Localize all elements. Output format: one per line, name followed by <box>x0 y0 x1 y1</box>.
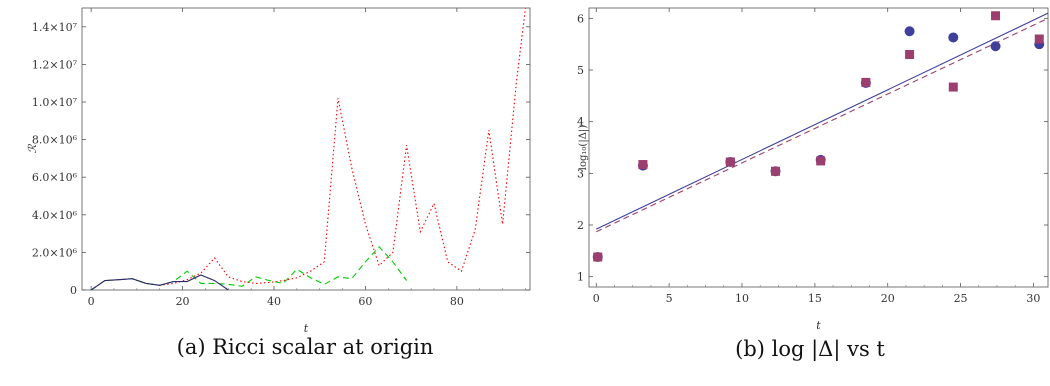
x-tick-label: 15 <box>808 292 822 305</box>
data-point-square <box>991 11 1001 21</box>
x-tick-label: 20 <box>881 292 895 305</box>
data-point-square <box>638 160 648 170</box>
y-tick-label: 8.0×10⁶ <box>32 134 78 147</box>
x-tick-label: 60 <box>358 295 372 308</box>
x-tick-label: 0 <box>88 295 95 308</box>
data-point-square <box>948 82 958 92</box>
data-point-square <box>771 166 781 176</box>
y-tick-label: 6.0×10⁶ <box>32 171 78 184</box>
x-tick-label: 0 <box>593 292 600 305</box>
figure-caption: (b) log |Δ| vs t <box>735 337 885 362</box>
y-tick-label: 2.0×10⁶ <box>32 246 78 259</box>
x-axis-label: t <box>816 319 821 332</box>
y-tick-label: 6 <box>577 12 584 25</box>
y-tick-label: 3 <box>577 167 584 180</box>
y-tick-label: 1.2×10⁷ <box>32 58 78 71</box>
y-tick-label: 1.4×10⁷ <box>32 21 78 34</box>
y-tick-label: 5 <box>577 64 584 77</box>
x-tick-label: 25 <box>954 292 968 305</box>
data-point-circle <box>990 41 1001 52</box>
data-point-square <box>861 77 871 87</box>
data-point-circle <box>904 26 915 37</box>
data-point-square <box>725 157 735 167</box>
y-axis-label: log₁₀(|Δ|) <box>578 125 589 170</box>
data-point-square <box>1034 34 1044 44</box>
y-axis-label: ℛ <box>26 143 39 153</box>
series-line-1 <box>90 245 408 290</box>
y-tick-label: 2 <box>577 219 584 232</box>
data-point-circle <box>948 32 959 43</box>
data-point-square <box>593 252 603 262</box>
x-tick-label: 80 <box>450 295 464 308</box>
y-tick-label: 4 <box>577 116 584 129</box>
plot-frame <box>588 7 1049 288</box>
data-point-square <box>905 50 915 59</box>
y-tick-label: 1.0×10⁷ <box>32 96 78 109</box>
data-point-square <box>816 156 826 166</box>
x-tick-label: 10 <box>735 292 749 305</box>
fit-line-1 <box>596 17 1048 233</box>
x-axis-label: t <box>304 322 309 335</box>
y-tick-label: 4.0×10⁶ <box>32 209 78 222</box>
fit-line-0 <box>596 12 1048 230</box>
x-tick-label: 40 <box>267 295 281 308</box>
figure-caption: (a) Ricci scalar at origin <box>177 335 434 359</box>
ricci-scalar-chart: 0 20 40 60 80 0 2.0×10⁶ 4.0×10⁶ 6.0×10⁶ 8.0×10⁶ 1.… <box>26 7 531 359</box>
log-delta-chart: 0 5 10 15 20 25 30 1 2 3 4 5 6 t log₁₀(|Δ|) (b) log |Δ|… <box>577 7 1049 362</box>
series-line-2 <box>90 274 229 290</box>
x-tick-label: 5 <box>666 292 673 305</box>
y-tick-label: 0 <box>70 284 77 297</box>
plot-frame <box>81 7 531 291</box>
series-line-0 <box>90 8 526 290</box>
x-tick-label: 20 <box>176 295 190 308</box>
x-tick-label: 30 <box>1026 292 1040 305</box>
y-tick-label: 1 <box>577 271 584 284</box>
